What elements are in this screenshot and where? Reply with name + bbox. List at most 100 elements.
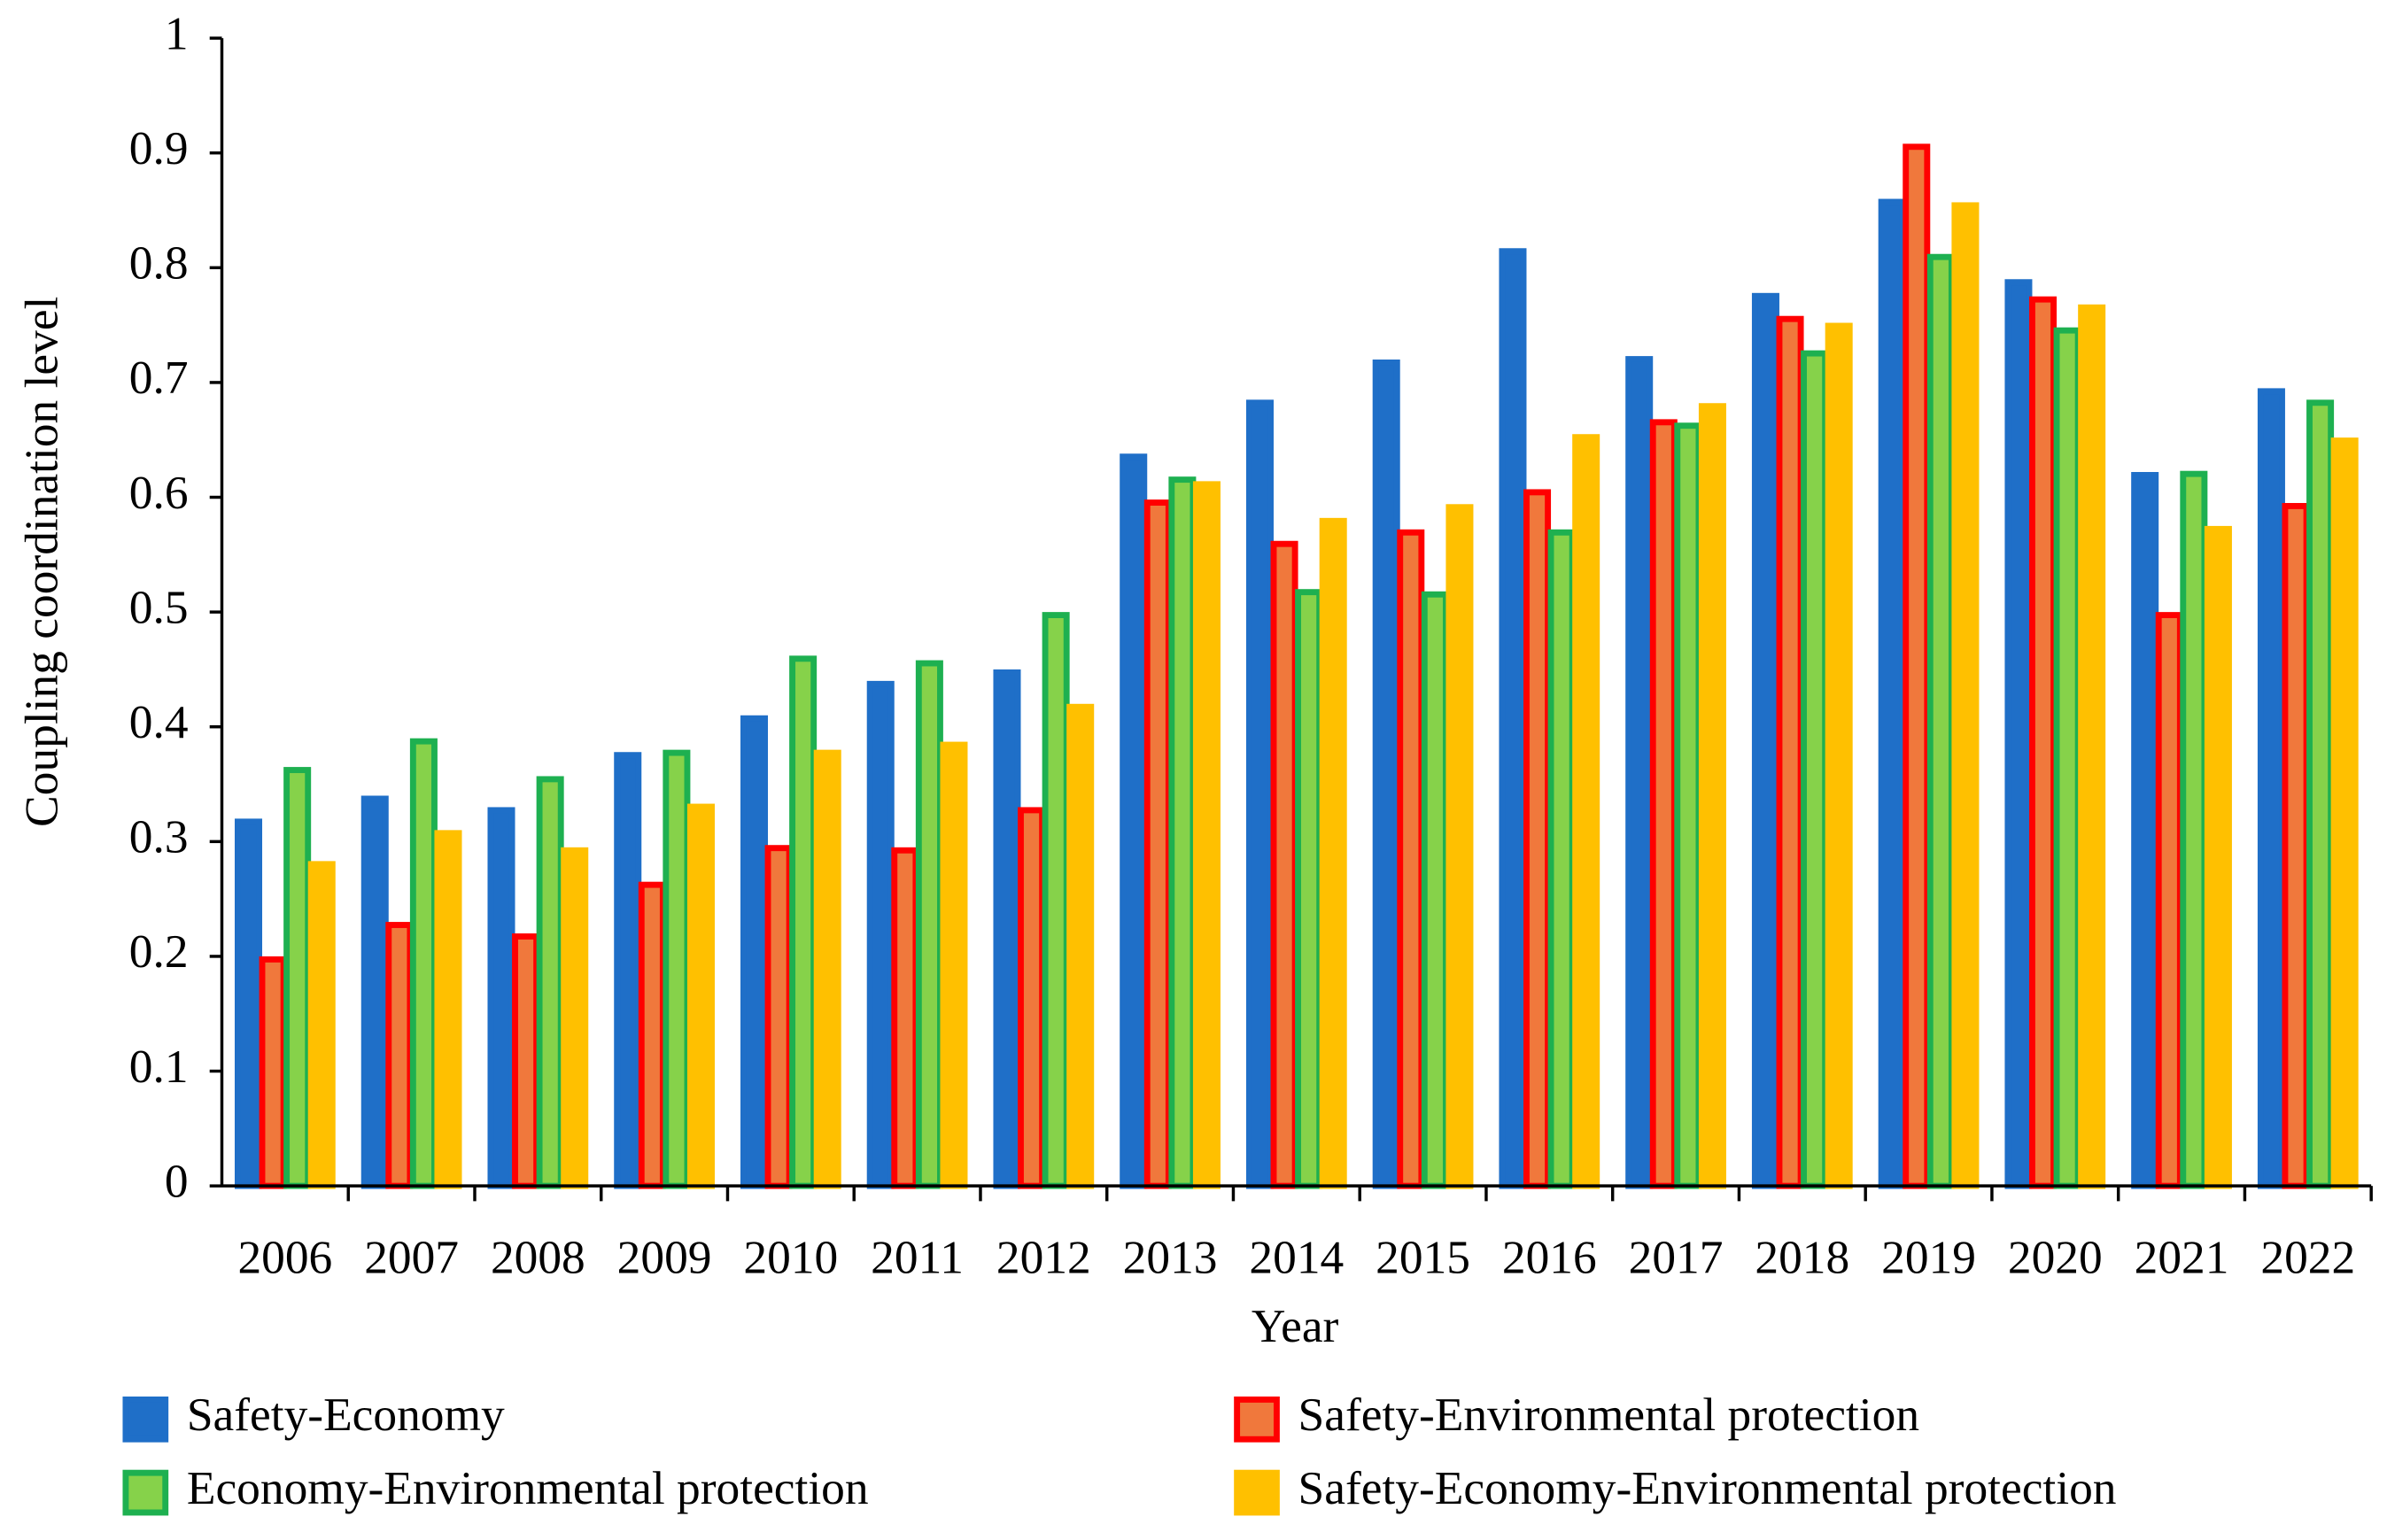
bar	[2131, 471, 2159, 1189]
bar	[2180, 470, 2208, 1189]
legend-swatch	[1234, 1396, 1280, 1443]
bar	[1270, 540, 1298, 1189]
bar	[512, 933, 540, 1189]
bar	[1547, 529, 1576, 1189]
bar	[1625, 356, 1654, 1189]
bar	[740, 715, 769, 1189]
bar	[1825, 322, 1853, 1189]
bar	[1245, 399, 1274, 1189]
x-tick-label: 2011	[871, 1231, 964, 1284]
x-tick-label: 2018	[1755, 1231, 1849, 1284]
bar	[1776, 315, 1804, 1189]
bar	[1042, 612, 1070, 1189]
bar	[2078, 304, 2106, 1189]
y-tick-label: 0.7	[129, 351, 189, 404]
x-tick-label: 2022	[2260, 1231, 2355, 1284]
x-tick-label: 2014	[1249, 1231, 1344, 1284]
x-tick-label: 2019	[1881, 1231, 1976, 1284]
bar	[1445, 504, 1474, 1189]
bar	[409, 738, 438, 1189]
bar	[536, 776, 564, 1189]
y-tick-label: 0.9	[129, 121, 189, 174]
legend-label: Safety-Environmental protection	[1298, 1388, 1919, 1441]
y-tick-label: 0.6	[129, 466, 189, 519]
bar	[866, 680, 895, 1189]
bar	[993, 669, 1021, 1189]
bar	[487, 807, 515, 1189]
bar	[1168, 476, 1197, 1189]
bar	[259, 956, 287, 1189]
bar	[307, 861, 336, 1189]
bar	[1751, 292, 1779, 1189]
x-tick-label: 2009	[617, 1231, 712, 1284]
bar	[1903, 143, 1931, 1189]
x-tick-label: 2007	[364, 1231, 459, 1284]
bar	[891, 847, 919, 1189]
x-tick-label: 2013	[1123, 1231, 1218, 1284]
x-tick-label: 2010	[743, 1231, 838, 1284]
bar	[434, 830, 462, 1189]
bar	[283, 767, 312, 1189]
bar	[2029, 296, 2058, 1189]
bar	[663, 749, 691, 1189]
x-tick-label: 2020	[2008, 1231, 2103, 1284]
bar	[1499, 248, 1527, 1189]
x-tick-label: 2017	[1629, 1231, 1724, 1284]
y-tick-label: 0.3	[129, 810, 189, 863]
y-axis-label: Coupling coordination level	[15, 297, 68, 827]
x-tick-label: 2016	[1502, 1231, 1597, 1284]
x-tick-label: 2012	[996, 1231, 1091, 1284]
bar	[561, 847, 589, 1189]
y-tick-label: 0.8	[129, 236, 189, 290]
bar	[1397, 529, 1425, 1189]
bar	[2282, 502, 2310, 1189]
bar	[915, 660, 943, 1189]
y-tick-label: 0	[165, 1154, 189, 1207]
bar	[1801, 350, 1829, 1189]
bar	[1878, 198, 1906, 1189]
bar	[813, 749, 841, 1189]
bar	[1192, 481, 1221, 1189]
x-tick-label: 2006	[237, 1231, 332, 1284]
y-tick-label: 0.1	[129, 1040, 189, 1093]
bar	[789, 655, 818, 1189]
bar	[1951, 202, 1980, 1189]
x-axis-label: Year	[1252, 1299, 1339, 1352]
legend-label: Safety-Economy	[187, 1388, 505, 1441]
bar	[1143, 499, 1172, 1189]
bar	[2155, 612, 2183, 1189]
bar	[2004, 279, 2033, 1189]
bar	[1649, 419, 1678, 1189]
y-tick-label: 0.2	[129, 925, 189, 978]
legend-swatch	[122, 1396, 169, 1443]
x-tick-label: 2008	[491, 1231, 585, 1284]
bar	[2306, 399, 2335, 1189]
bar	[1018, 807, 1046, 1189]
bar	[2257, 388, 2285, 1189]
x-tick-label: 2021	[2135, 1231, 2229, 1284]
bar	[764, 845, 793, 1189]
bar	[940, 741, 968, 1189]
bar	[385, 922, 414, 1189]
bar	[2053, 327, 2081, 1189]
bar	[1319, 517, 1347, 1189]
bar	[1674, 422, 1702, 1189]
bar	[614, 752, 642, 1189]
bar	[686, 803, 715, 1189]
bar	[234, 818, 263, 1189]
legend-label: Economy-Environmental protection	[187, 1461, 869, 1514]
bar	[360, 795, 389, 1189]
bar	[1572, 434, 1600, 1189]
y-tick-label: 1	[165, 6, 189, 59]
bar	[1698, 403, 1726, 1189]
bar	[1066, 703, 1095, 1189]
bar	[1372, 359, 1400, 1189]
legend-swatch	[122, 1469, 169, 1516]
bar	[1421, 591, 1449, 1189]
legend-label: Safety-Economy-Environmental protection	[1298, 1461, 2117, 1514]
x-tick-label: 2015	[1376, 1231, 1470, 1284]
bar	[1926, 253, 1955, 1189]
y-tick-label: 0.5	[129, 580, 189, 633]
bar	[1295, 589, 1323, 1189]
